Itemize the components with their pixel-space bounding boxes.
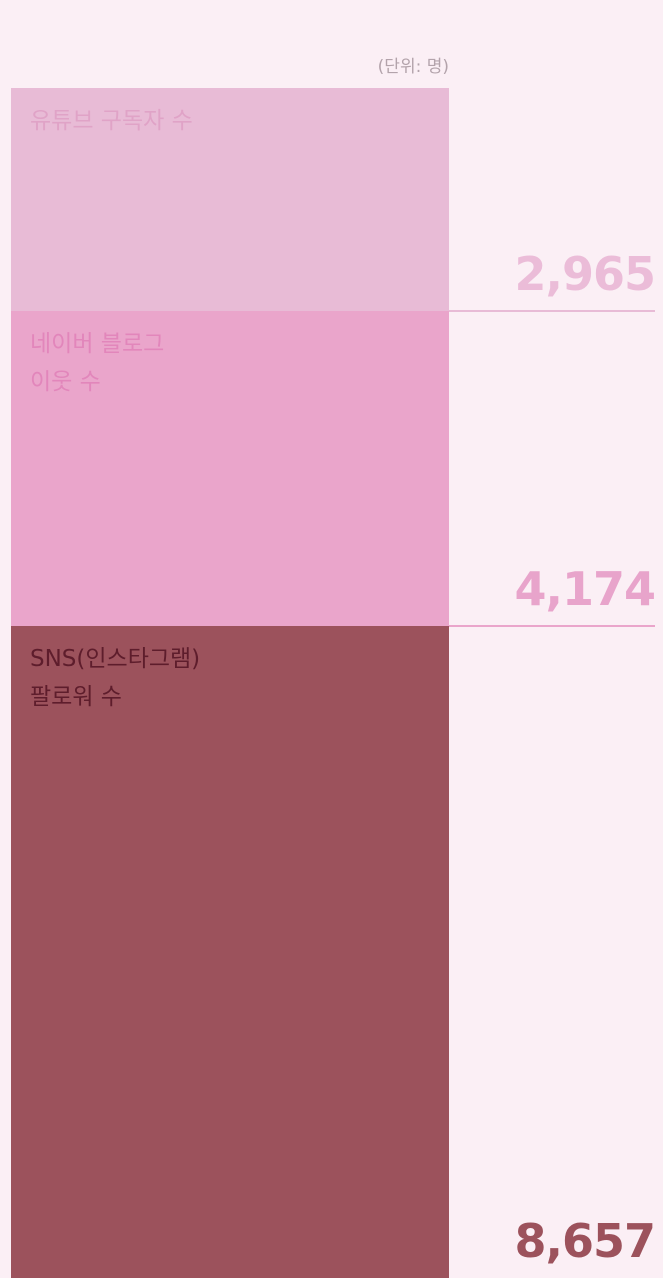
segment-label: 유튜브 구독자 수 — [30, 108, 193, 134]
bar-segment — [11, 625, 449, 1278]
value-label: 8,657 — [514, 1214, 656, 1268]
bar-segment — [11, 311, 449, 626]
leader-line — [449, 624, 655, 627]
unit-label: (단위: 명) — [377, 57, 449, 77]
bar-segment — [11, 88, 449, 312]
segment-label: 네이버 블로그 이웃 수 — [30, 331, 165, 396]
value-label: 2,965 — [514, 247, 656, 302]
leader-line — [449, 310, 655, 313]
segment-label: SNS(인스타그램) 팔로워 수 — [30, 645, 201, 710]
value-label: 4,174 — [514, 561, 656, 616]
